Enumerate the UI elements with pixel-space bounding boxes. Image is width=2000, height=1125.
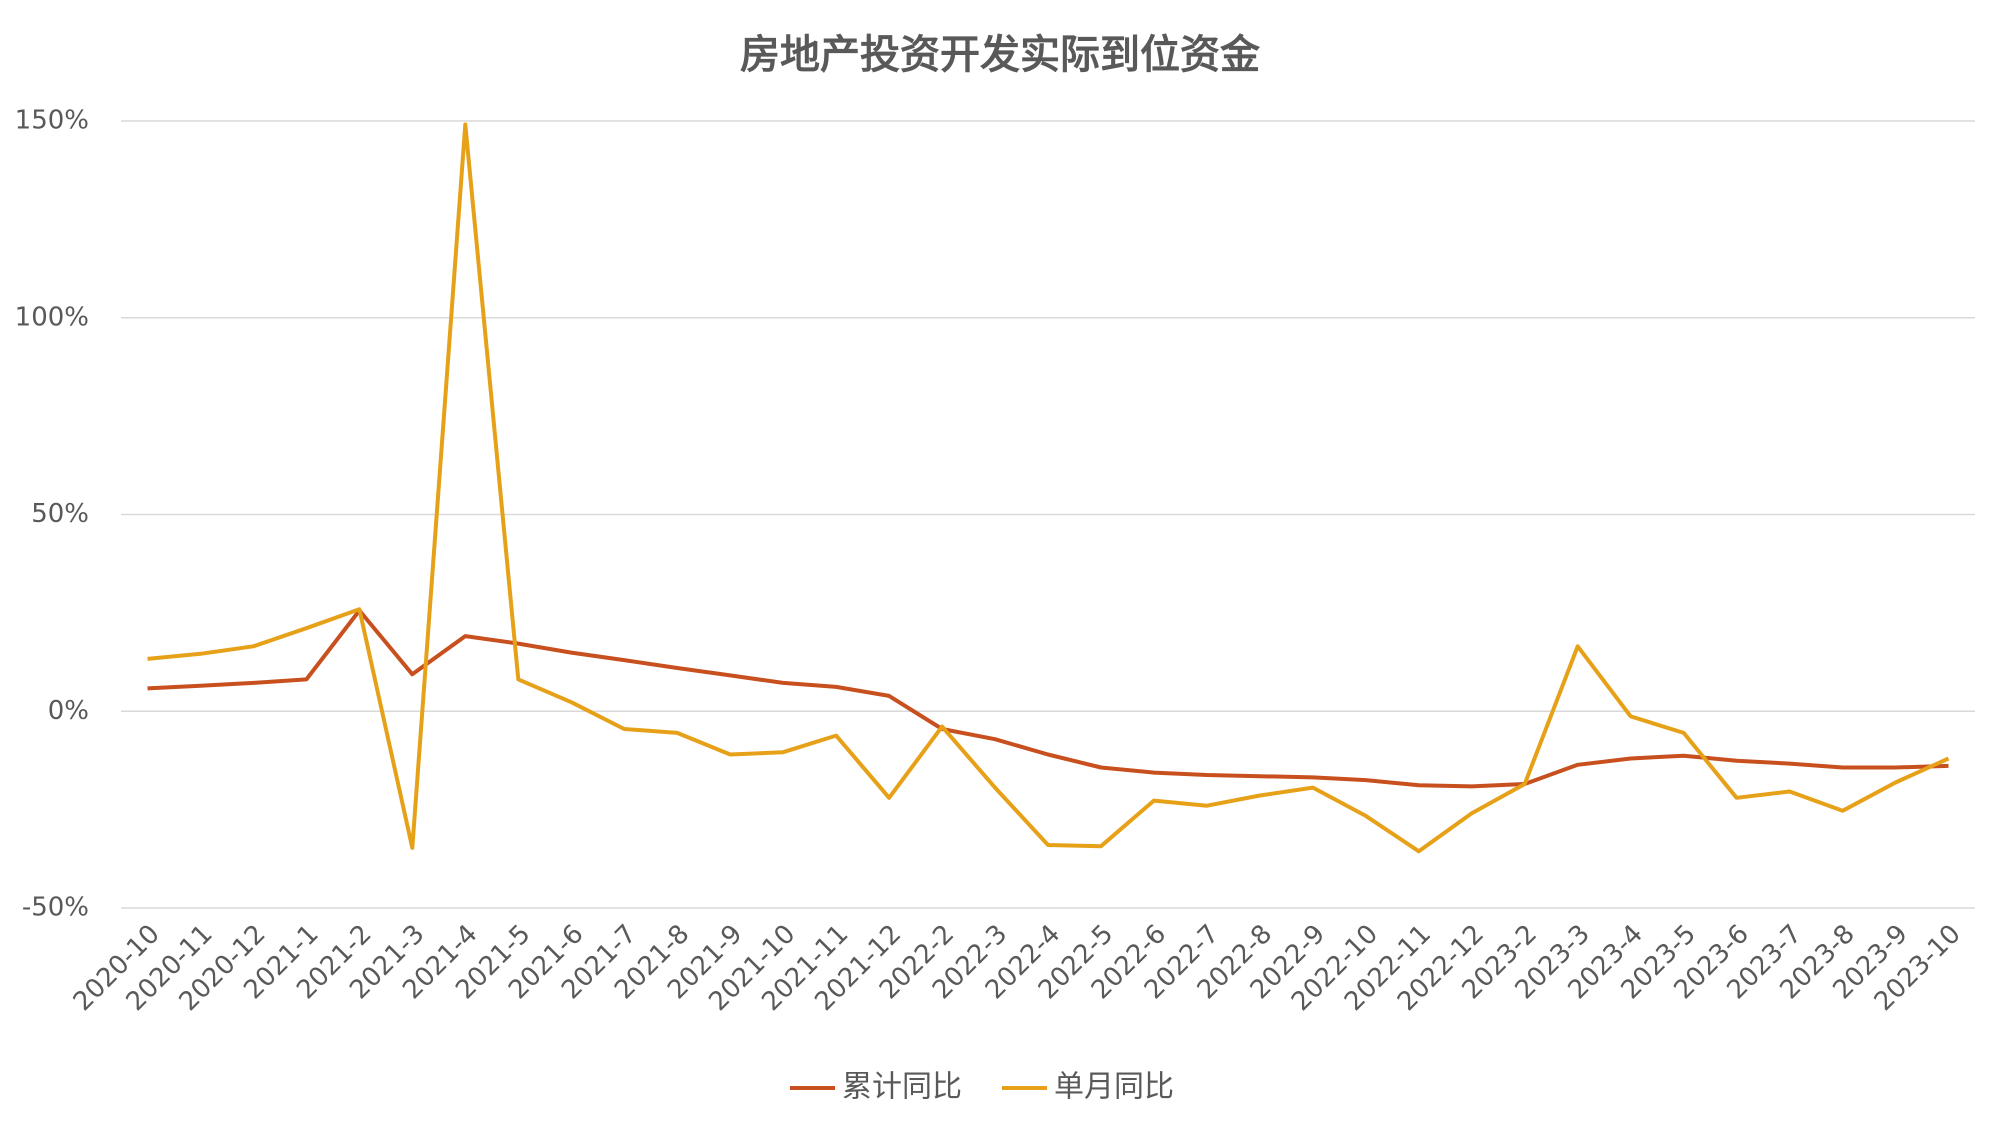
y-tick-label: -50% (22, 893, 89, 923)
y-tick-label: 150% (15, 106, 89, 136)
series-line (147, 122, 1950, 854)
y-tick-label: 100% (15, 302, 89, 332)
legend-label: 累计同比 (842, 1070, 962, 1105)
y-tick-label: 50% (31, 499, 89, 529)
legend-label: 单月同比 (1054, 1070, 1174, 1105)
series-line (147, 608, 1949, 789)
chart-title: 房地产投资开发实际到位资金 (740, 32, 1261, 78)
y-tick-label: 0% (48, 696, 89, 726)
